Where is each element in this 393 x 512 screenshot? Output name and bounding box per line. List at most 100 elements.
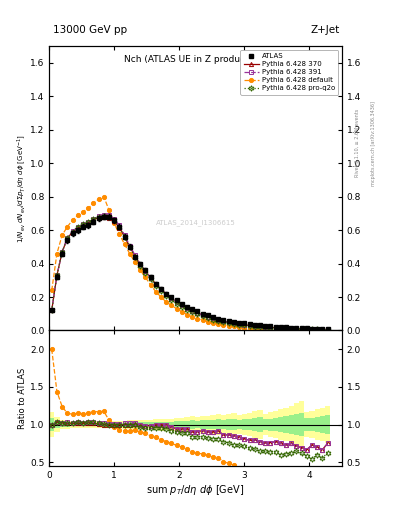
Text: Nch (ATLAS UE in Z production): Nch (ATLAS UE in Z production) <box>125 55 266 63</box>
Bar <box>309 418 314 432</box>
Bar <box>153 422 158 427</box>
Bar <box>221 415 226 434</box>
Bar <box>216 419 221 430</box>
Bar <box>304 418 309 431</box>
Bar <box>122 420 127 429</box>
Bar <box>101 423 107 426</box>
Bar <box>112 423 117 426</box>
Bar <box>112 421 117 428</box>
Bar <box>200 416 205 434</box>
Bar <box>294 403 299 446</box>
Bar <box>247 413 252 436</box>
Bar <box>278 417 283 432</box>
Bar <box>75 423 80 426</box>
Bar <box>211 420 216 429</box>
Text: mcplots.cern.ch [arXiv:1306.3436]: mcplots.cern.ch [arXiv:1306.3436] <box>371 101 376 186</box>
Bar <box>247 419 252 431</box>
Bar <box>242 414 247 435</box>
Bar <box>184 421 190 429</box>
Bar <box>49 412 54 437</box>
Bar <box>158 418 163 431</box>
Bar <box>195 421 200 429</box>
Bar <box>91 423 96 426</box>
Bar <box>101 421 107 428</box>
Y-axis label: Ratio to ATLAS: Ratio to ATLAS <box>18 368 27 429</box>
Bar <box>216 414 221 435</box>
Bar <box>231 419 237 430</box>
Text: Z+Jet: Z+Jet <box>311 25 340 35</box>
Bar <box>138 420 143 429</box>
Bar <box>221 420 226 429</box>
Bar <box>283 416 288 433</box>
Bar <box>132 422 138 426</box>
Bar <box>200 420 205 429</box>
Bar <box>75 421 80 429</box>
Legend: ATLAS, Pythia 6.428 370, Pythia 6.428 391, Pythia 6.428 default, Pythia 6.428 pr: ATLAS, Pythia 6.428 370, Pythia 6.428 39… <box>240 50 338 95</box>
Bar <box>174 421 179 428</box>
Text: ATLAS_2014_I1306615: ATLAS_2014_I1306615 <box>156 219 235 226</box>
Bar <box>117 421 122 428</box>
Bar <box>65 420 70 429</box>
Bar <box>237 420 242 430</box>
Bar <box>309 411 314 438</box>
Bar <box>263 414 268 435</box>
Text: 13000 GeV pp: 13000 GeV pp <box>53 25 127 35</box>
Bar <box>70 422 75 426</box>
Bar <box>163 419 169 430</box>
Bar <box>190 416 195 433</box>
Bar <box>299 413 304 436</box>
Bar <box>273 418 278 432</box>
Bar <box>195 417 200 433</box>
Bar <box>304 412 309 437</box>
Bar <box>96 423 101 426</box>
Bar <box>268 418 273 431</box>
Bar <box>127 422 132 427</box>
Bar <box>294 414 299 435</box>
Bar <box>91 421 96 428</box>
Bar <box>49 418 54 431</box>
Bar <box>80 421 86 428</box>
Bar <box>54 417 59 432</box>
Bar <box>153 419 158 430</box>
Bar <box>86 423 91 426</box>
X-axis label: sum $p_T/d\eta\ d\phi$ [GeV]: sum $p_T/d\eta\ d\phi$ [GeV] <box>147 482 244 497</box>
Bar <box>143 419 148 430</box>
Bar <box>59 422 65 427</box>
Bar <box>237 415 242 434</box>
Bar <box>226 414 231 435</box>
Bar <box>252 418 257 431</box>
Bar <box>148 422 153 427</box>
Bar <box>263 419 268 430</box>
Bar <box>320 416 325 433</box>
Bar <box>314 417 320 432</box>
Bar <box>158 421 163 428</box>
Bar <box>184 417 190 432</box>
Bar <box>320 408 325 441</box>
Bar <box>205 420 211 429</box>
Bar <box>169 421 174 428</box>
Bar <box>169 418 174 431</box>
Bar <box>132 420 138 429</box>
Bar <box>325 406 330 443</box>
Bar <box>86 421 91 428</box>
Bar <box>117 423 122 426</box>
Bar <box>174 418 179 431</box>
Bar <box>325 415 330 434</box>
Bar <box>59 420 65 430</box>
Bar <box>148 420 153 429</box>
Bar <box>80 423 86 426</box>
Bar <box>65 422 70 426</box>
Bar <box>288 415 294 434</box>
Bar <box>252 411 257 438</box>
Bar <box>70 421 75 429</box>
Bar <box>179 421 184 428</box>
Bar <box>211 415 216 434</box>
Bar <box>205 416 211 433</box>
Bar <box>273 411 278 438</box>
Bar <box>143 422 148 427</box>
Bar <box>122 422 127 426</box>
Bar <box>54 421 59 428</box>
Bar <box>288 406 294 443</box>
Bar <box>257 410 263 439</box>
Bar <box>299 401 304 447</box>
